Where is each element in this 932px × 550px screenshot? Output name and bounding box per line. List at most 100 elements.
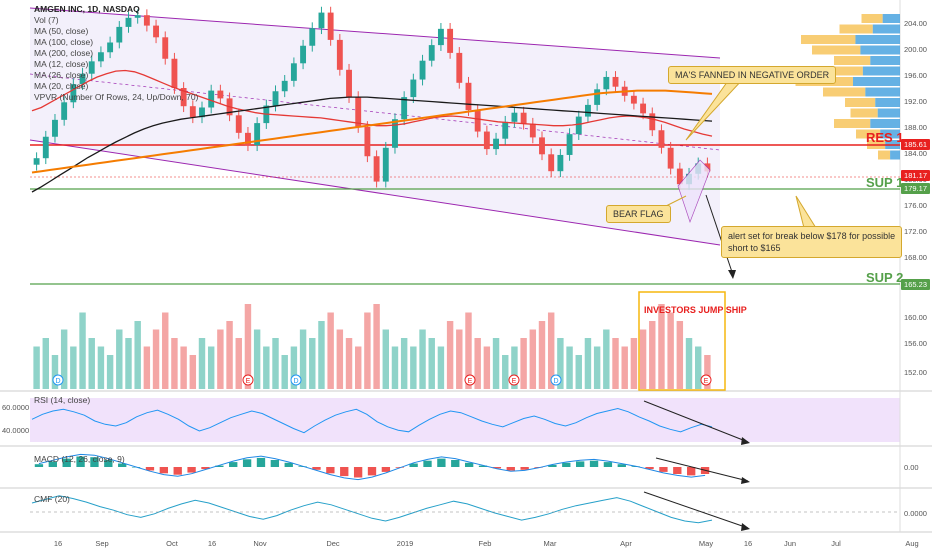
candle-body: [180, 88, 187, 107]
macd-tick-0: 0.00: [904, 463, 919, 472]
volume-bar: [198, 338, 206, 389]
volume-bar: [704, 355, 711, 389]
candle-body: [189, 106, 196, 118]
legend-ma20: MA (20, close): [34, 81, 89, 91]
vpvr-row-up: [834, 56, 871, 65]
descending-channel-fill: [30, 8, 720, 245]
volume-bar: [428, 338, 435, 389]
candle-body: [300, 45, 307, 64]
candle-body: [134, 15, 141, 18]
macd-bar: [326, 467, 335, 474]
candle-body: [33, 158, 40, 165]
volume-bar: [456, 329, 463, 389]
volume-bar: [391, 346, 399, 389]
macd-bar: [423, 460, 432, 467]
macd-bar: [409, 463, 418, 467]
volume-bar: [125, 338, 132, 389]
volume-bar: [60, 329, 68, 389]
volume-bar: [33, 346, 40, 389]
x-tick-label: 16: [208, 539, 216, 548]
investors-box: [638, 291, 726, 391]
candle-body: [539, 137, 545, 155]
vpvr-row-down: [872, 24, 900, 34]
candle-body: [474, 110, 481, 132]
x-tick-label: Mar: [544, 539, 557, 548]
candle-body: [382, 147, 389, 182]
candle-body: [529, 123, 536, 138]
volume-bar: [180, 346, 187, 389]
volume-bar: [345, 338, 353, 389]
volume-bar: [483, 346, 491, 389]
macd-bar: [90, 457, 99, 467]
candle-body: [272, 91, 279, 106]
vpvr-row-down: [862, 66, 900, 76]
symbol-title: AMGEN INC, 1D, NASDAQ: [34, 4, 140, 14]
macd-trend-arrowhead: [741, 477, 750, 484]
res1-price-tag: 185.61: [901, 139, 930, 150]
volume-bar: [152, 329, 160, 389]
vpvr-row-up: [817, 66, 863, 76]
macd-bar: [340, 467, 349, 477]
volume-bar: [557, 338, 564, 389]
volume-bar: [676, 321, 684, 389]
macd-bar: [645, 467, 654, 470]
ma200-line: [31, 89, 713, 174]
volume-bar: [171, 338, 178, 389]
y-tick-label: 196.00: [904, 71, 927, 80]
volume-bar: [529, 329, 537, 389]
macd-bar: [673, 467, 682, 474]
macd-title: MACD (12, 26, close, 9): [34, 454, 125, 464]
volume-bar: [446, 321, 454, 389]
candle-body: [401, 97, 408, 120]
candle-body: [612, 76, 619, 87]
vpvr-row-down: [882, 14, 900, 23]
volume-bar: [566, 346, 573, 389]
macd-bar: [520, 467, 529, 470]
candle-body: [88, 61, 95, 74]
candle-body: [410, 79, 417, 98]
vpvr-row-up: [878, 150, 891, 160]
volume-bar: [603, 329, 610, 389]
vpvr-row-up: [812, 45, 861, 55]
alert-line-2: short to $165: [728, 243, 781, 253]
bear-flag-annotation: BEAR FLAG: [606, 205, 671, 223]
earnings-marker: E: [464, 374, 476, 386]
volume-bar: [538, 321, 546, 389]
x-tick-label: Jun: [784, 539, 796, 548]
volume-bar: [695, 346, 702, 389]
macd-bar: [159, 467, 168, 474]
volume-bar: [437, 346, 445, 389]
candle-body: [630, 95, 637, 104]
vpvr-row-down: [880, 129, 900, 139]
candle-body: [70, 84, 77, 103]
candle-body: [42, 136, 49, 159]
volume-bar: [42, 338, 49, 389]
candle-body: [603, 76, 610, 90]
macd-bar: [256, 457, 266, 467]
macd-bar: [215, 465, 224, 467]
earnings-marker: E: [242, 374, 254, 386]
volume-bar: [281, 355, 288, 389]
vpvr-row-down: [860, 45, 900, 55]
volume-bar: [492, 338, 500, 389]
volume-bar: [79, 312, 86, 389]
candle-body: [97, 52, 104, 62]
macd-bar: [589, 460, 599, 467]
x-tick-label: 16: [54, 539, 62, 548]
cmf-polyline: [31, 495, 713, 524]
macd-bar: [48, 461, 57, 467]
volume-bar: [263, 346, 270, 389]
volume-bar: [51, 355, 59, 389]
macd-histogram: [34, 453, 710, 481]
candle-body: [640, 103, 647, 114]
candle-body: [557, 154, 564, 172]
volume-bar: [520, 338, 527, 389]
candle-body: [318, 12, 325, 29]
legend-ma26: MA (26, close): [34, 70, 89, 80]
earnings-marker: D: [290, 374, 302, 386]
legend-ma200: MA (200, close): [34, 48, 94, 58]
legend-ma12: MA (12, close): [34, 59, 89, 69]
volume-bar: [355, 346, 362, 389]
volume-bar: [189, 355, 197, 389]
